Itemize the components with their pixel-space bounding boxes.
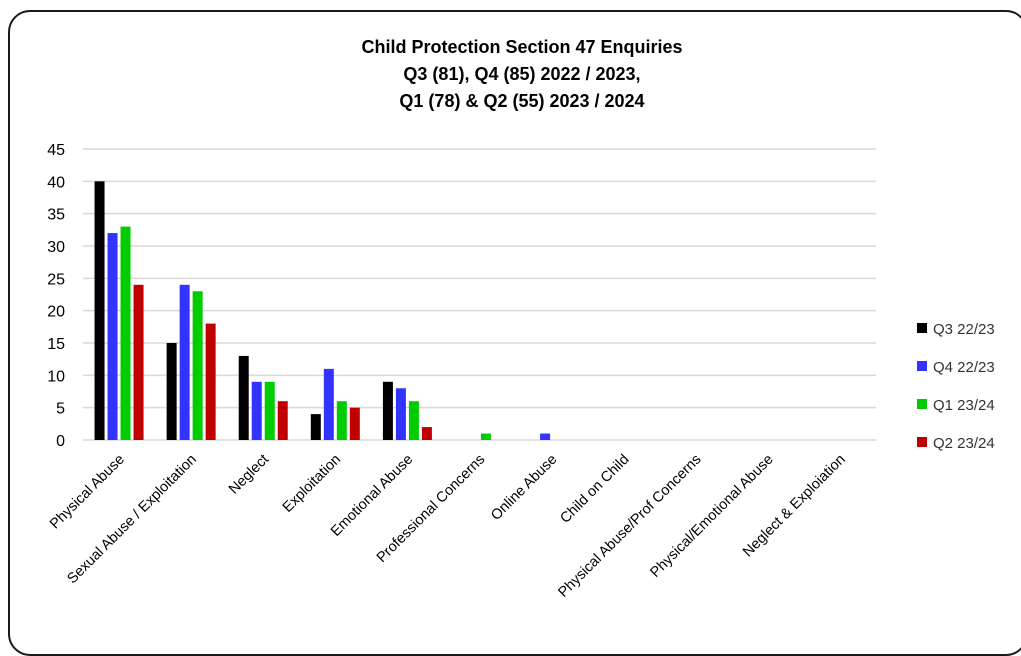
legend-swatch bbox=[917, 323, 927, 333]
x-tick-label: Child on Child bbox=[557, 452, 632, 527]
chart-title: Child Protection Section 47 Enquiries Q3… bbox=[361, 37, 682, 111]
bar bbox=[540, 433, 551, 440]
x-tick-label: Physical Abuse/Prof Concerns bbox=[555, 452, 704, 601]
y-tick-label: 30 bbox=[47, 239, 65, 256]
bar bbox=[481, 433, 491, 440]
bar bbox=[179, 284, 190, 440]
y-tick-label: 10 bbox=[47, 368, 65, 385]
chart-title-line-1: Child Protection Section 47 Enquiries bbox=[361, 37, 682, 57]
bar bbox=[251, 381, 262, 440]
y-tick-label: 5 bbox=[56, 401, 65, 418]
legend-label: Q2 23/24 bbox=[933, 435, 995, 452]
bar bbox=[238, 355, 249, 440]
legend-swatch bbox=[917, 399, 927, 409]
x-tick-label: Online Abuse bbox=[488, 452, 560, 524]
legend-label: Q4 22/23 bbox=[933, 359, 995, 376]
bar bbox=[395, 388, 406, 440]
y-tick-label: 45 bbox=[47, 142, 65, 159]
chart-title-line-2: Q3 (81), Q4 (85) 2022 / 2023, bbox=[403, 64, 640, 84]
bars bbox=[94, 181, 551, 441]
bar bbox=[166, 343, 177, 440]
bar bbox=[336, 401, 347, 440]
bar bbox=[120, 226, 131, 440]
bar bbox=[264, 381, 275, 440]
bar bbox=[323, 368, 334, 440]
legend-label: Q3 22/23 bbox=[933, 321, 995, 338]
legend-swatch bbox=[917, 437, 927, 447]
legend: Q3 22/23 Q4 22/23 Q1 23/24 Q2 23/24 bbox=[917, 321, 995, 452]
legend-swatch bbox=[917, 361, 927, 371]
x-tick-label: Sexual Abuse / Exploitation bbox=[64, 452, 200, 588]
y-tick-label: 40 bbox=[47, 174, 65, 191]
y-tick-label: 25 bbox=[47, 271, 65, 288]
bar bbox=[192, 291, 203, 440]
chart-title-line-3: Q1 (78) & Q2 (55) 2023 / 2024 bbox=[399, 91, 644, 111]
bar bbox=[408, 401, 419, 440]
y-tick-label: 35 bbox=[47, 207, 65, 224]
bar bbox=[310, 414, 321, 440]
x-tick-label: Physical Abuse bbox=[47, 452, 128, 533]
y-tick-label: 0 bbox=[56, 433, 65, 450]
y-tick-label: 15 bbox=[47, 336, 65, 353]
y-axis: 0 5 10 15 20 25 30 35 40 45 bbox=[47, 142, 65, 450]
bar bbox=[349, 407, 360, 440]
bar bbox=[107, 233, 118, 440]
bar bbox=[94, 181, 105, 441]
bar bbox=[133, 284, 144, 440]
chart-frame bbox=[8, 10, 1021, 656]
bar bbox=[421, 427, 432, 440]
x-tick-label: Physical/Emotional Abuse bbox=[647, 452, 776, 581]
bar bbox=[205, 323, 216, 440]
x-tick-label: Neglect bbox=[226, 452, 272, 498]
legend-label: Q1 23/24 bbox=[933, 397, 995, 414]
bar bbox=[382, 381, 393, 440]
x-tick-label: Exploitation bbox=[280, 452, 344, 516]
bar bbox=[277, 401, 288, 440]
y-tick-label: 20 bbox=[47, 304, 65, 321]
